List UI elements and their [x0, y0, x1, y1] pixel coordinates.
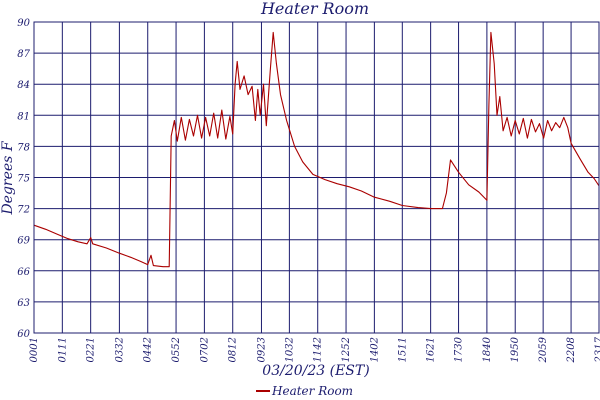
x-tick-label: 0702: [199, 337, 210, 362]
x-tick-label: 0442: [143, 337, 154, 362]
series-line-heater-room: [33, 31, 600, 268]
x-tick-label: 0221: [86, 337, 97, 362]
x-tick-label: 2059: [538, 336, 549, 363]
plot-area-border: [33, 21, 600, 334]
chart-title: Heater Room: [260, 0, 369, 18]
x-tick-label: 1511: [397, 337, 408, 362]
y-tick-label: 63: [17, 298, 30, 309]
x-tick-label: 1252: [341, 337, 352, 362]
x-tick-label: 1950: [510, 336, 521, 362]
y-tick-labels: 60 63 66 69 72 75 78 81 84 87 90: [17, 18, 30, 340]
x-tick-label: 2317: [594, 336, 600, 363]
x-tick-label: 0552: [171, 337, 182, 362]
y-tick-label: 69: [17, 236, 30, 247]
x-tick-label: 1402: [369, 337, 380, 362]
x-tick-label: 0812: [228, 337, 239, 362]
x-tick-label: 1730: [454, 336, 465, 362]
x-axis-label: 03/20/23 (EST): [262, 363, 369, 379]
legend-label: Heater Room: [271, 384, 353, 398]
legend: Heater Room: [256, 384, 353, 398]
x-tick-label: 2208: [566, 337, 577, 363]
x-tick-label: 0923: [256, 337, 267, 362]
x-tick-label: 0111: [57, 337, 68, 362]
x-tick-label: 1142: [313, 337, 324, 362]
y-tick-label: 72: [17, 205, 30, 216]
x-tick-labels: 0001 0111 0221 0332 0442 0552 0702 0812 0923 1032…: [29, 336, 600, 363]
y-tick-label: 87: [17, 49, 30, 60]
y-tick-label: 84: [17, 80, 30, 91]
y-tick-label: 75: [17, 174, 30, 185]
y-axis-label: Degrees F: [0, 140, 16, 215]
y-tick-label: 66: [17, 267, 30, 278]
x-tick-label: 1621: [426, 337, 437, 362]
x-tick-label: 1840: [482, 336, 493, 362]
y-tick-label: 81: [17, 111, 30, 122]
y-tick-label: 90: [17, 18, 30, 29]
y-tick-label: 60: [17, 329, 30, 340]
x-tick-label: 0332: [114, 337, 125, 362]
series-layer: [33, 31, 600, 268]
x-tick-label: 1032: [284, 337, 295, 362]
y-tick-label: 78: [17, 142, 30, 153]
x-tick-label: 0001: [29, 337, 40, 362]
